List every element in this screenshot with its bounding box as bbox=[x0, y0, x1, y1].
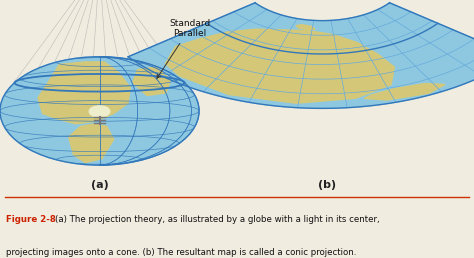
Polygon shape bbox=[69, 124, 114, 163]
Polygon shape bbox=[165, 29, 394, 103]
Text: (b): (b) bbox=[318, 180, 336, 190]
Polygon shape bbox=[15, 0, 184, 81]
Polygon shape bbox=[364, 84, 445, 100]
Circle shape bbox=[0, 57, 199, 165]
Polygon shape bbox=[133, 67, 171, 95]
Text: (a) The projection theory, as illustrated by a globe with a light in its center,: (a) The projection theory, as illustrate… bbox=[55, 215, 379, 224]
Circle shape bbox=[89, 106, 110, 117]
Text: Standard
Parallel: Standard Parallel bbox=[157, 19, 210, 78]
Text: (a): (a) bbox=[91, 180, 109, 190]
Text: projecting images onto a cone. (b) The resultant map is called a conic projectio: projecting images onto a cone. (b) The r… bbox=[6, 248, 356, 256]
Text: Figure 2-8: Figure 2-8 bbox=[6, 215, 55, 224]
Polygon shape bbox=[296, 25, 315, 30]
Polygon shape bbox=[128, 3, 474, 108]
Polygon shape bbox=[38, 62, 130, 124]
